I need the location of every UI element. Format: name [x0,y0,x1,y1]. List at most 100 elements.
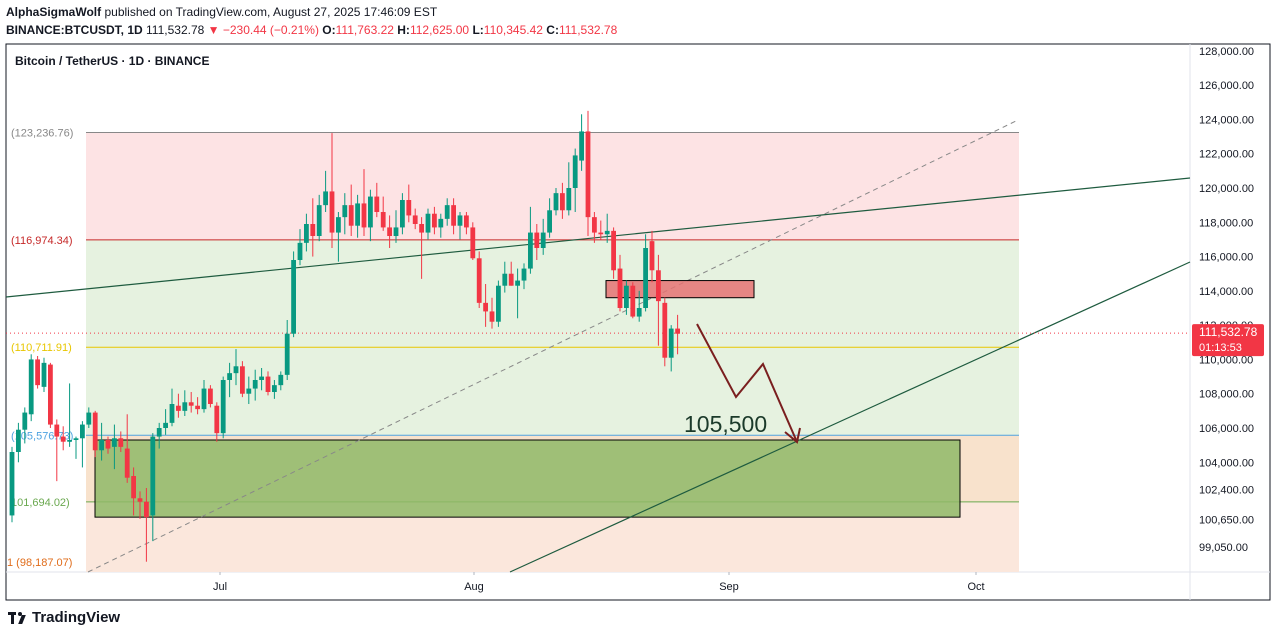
candle-body [368,196,373,228]
candle [124,414,130,483]
candle-body [240,366,245,394]
candle-body [131,476,136,499]
candle-body [432,213,437,228]
last-price-badge-value: 111,532.78 [1199,325,1258,339]
candle-body [48,364,53,425]
candle-body [310,224,316,236]
candle [560,182,565,219]
publish-info: AlphaSigmaWolf published on TradingView.… [6,5,437,19]
candle [214,402,220,442]
candle-body [419,224,424,233]
candle-body [668,328,674,358]
candle [278,371,284,391]
candle [240,361,245,398]
candle [668,325,674,372]
candle-body [675,328,680,334]
candle-body [476,258,482,303]
projection-arrowhead [784,427,801,444]
tradingview-logo[interactable]: TradingView [8,609,120,626]
candle-body [592,217,597,233]
high-value: 112,625.00 [409,23,470,37]
candle [112,424,117,470]
candle [60,426,66,451]
candle [464,212,469,235]
candle [80,421,85,468]
price-tick-label: 102,400.00 [1199,485,1254,497]
candle-body [80,424,85,439]
candle-body [92,412,98,451]
candle [368,189,373,242]
time-tick-label: Sep [719,581,739,593]
candle-body [380,212,386,228]
candle [265,371,271,396]
candle-body [457,215,463,226]
candle [195,397,200,415]
price-tick-label: 120,000.00 [1199,183,1254,195]
candle [457,212,463,240]
candle [329,133,335,248]
chart-frame [5,43,1271,601]
candle-body [624,285,629,308]
fib-level-label: (110,711.91) [11,342,72,354]
candle [630,282,636,319]
candle [470,222,476,260]
candle [16,422,21,463]
candle-body [112,438,117,447]
candle [99,422,104,461]
low-value: 110,345.42 [483,23,543,37]
candle [604,213,610,243]
candle [246,376,252,404]
fib-level-label: 101,694.02) [11,497,70,509]
candle-body [585,131,591,218]
candle [528,206,533,274]
author-name[interactable]: AlphaSigmaWolf [6,5,102,19]
candle-body [400,200,405,228]
price-tick-label: 100,650.00 [1199,515,1254,527]
candle-body [361,203,367,228]
candle-body [662,302,668,358]
candle-body [259,376,264,380]
candle-body [406,200,412,216]
open-value: 111,763.22 [335,23,394,37]
candle [208,385,213,408]
candle-body [393,227,399,236]
candle [355,194,360,238]
time-tick-label: Oct [967,581,984,593]
candle [662,297,668,367]
candle-body [643,248,648,308]
candle-body [547,210,552,233]
candle-body [521,268,527,281]
candle [272,380,277,399]
last-price-countdown: 01:13:53 [1199,342,1242,354]
candle-body [124,448,130,478]
target-price-label: 105,500 [684,411,767,437]
candle [393,210,399,243]
upper-trendline [5,177,1191,298]
candle [425,208,431,240]
candle [156,422,162,449]
candle [451,198,456,235]
candle [163,409,168,435]
candle [35,356,40,389]
price-tick-label: 104,000.00 [1199,457,1254,469]
candle-body [387,227,392,236]
candle-body [195,405,200,410]
candle [502,261,508,293]
candle-body [137,498,143,502]
last-price-badge [1192,324,1264,357]
fib-level-label: (116,974.34) [11,235,73,247]
price-tick-label: 106,000.00 [1199,423,1254,435]
candle [22,407,28,444]
candle [444,198,450,226]
candle-body [572,155,578,188]
candle-body [444,205,450,219]
candle-body [566,188,572,211]
candle-body [598,232,604,235]
candle [438,213,444,238]
candle [611,227,616,279]
candle-body [176,405,181,411]
candle [342,193,348,235]
candle-body [278,374,284,386]
price-tick-label: 116,000.00 [1199,252,1253,264]
